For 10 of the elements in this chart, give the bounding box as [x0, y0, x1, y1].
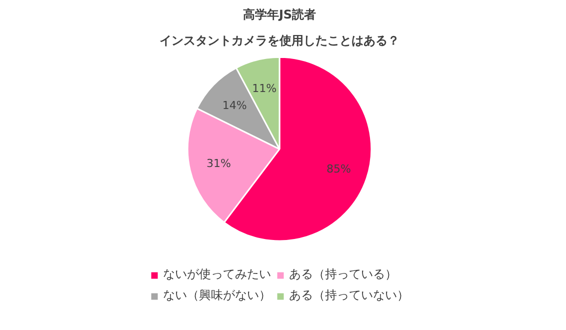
- legend-label: ないが使ってみたい: [163, 266, 271, 283]
- data-label: 85%: [326, 162, 352, 176]
- legend-label: ある（持っている）: [289, 266, 397, 283]
- legend-label: ない（興味がない）: [163, 287, 271, 304]
- data-label: 31%: [206, 157, 231, 170]
- data-label: 14%: [222, 99, 247, 112]
- legend-label: ある（持っていない）: [289, 287, 409, 304]
- chart-subtitle: インスタントカメラを使用したことはある？: [160, 34, 400, 48]
- chart-title: 高学年JS読者: [242, 8, 316, 22]
- data-label: 11%: [252, 82, 277, 95]
